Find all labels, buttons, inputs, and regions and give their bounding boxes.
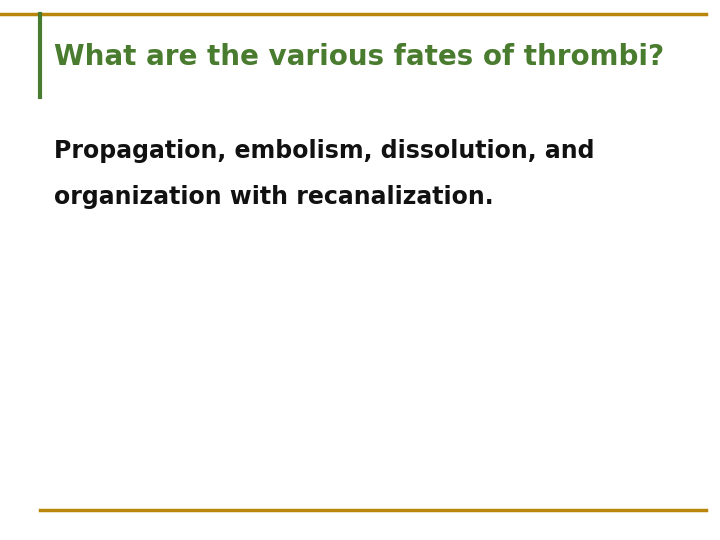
Text: organization with recanalization.: organization with recanalization. [54,185,494,209]
Text: Propagation, embolism, dissolution, and: Propagation, embolism, dissolution, and [54,139,595,163]
Text: What are the various fates of thrombi?: What are the various fates of thrombi? [54,43,664,71]
